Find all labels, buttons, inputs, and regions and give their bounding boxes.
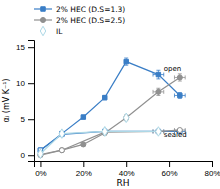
y-error-bar [178,74,182,81]
point [156,89,161,94]
point [102,127,107,136]
x-tick-mark [126,161,127,167]
x-axis: 0% 20% 40% 60% 80% [35,161,220,178]
y-error-bar [124,58,128,65]
x-tick-mark [212,161,213,167]
y-error-bar [103,95,107,99]
y-tick-label: 5 [21,115,26,124]
point [59,129,64,138]
annotations: open sealed [164,65,187,139]
legend: 2% HEC (D.S=1.3) 2% HEC (D.S=2.5) IL [34,5,125,36]
y-tick: 5 [21,115,34,124]
y-tick-label: 0 [21,151,26,160]
point [102,127,107,136]
legend-label: 2% HEC (D.S=1.3) [56,5,125,14]
legend-item: 2% HEC (D.S=2.5) [34,16,125,25]
x-tick: 60% [162,161,178,178]
y-tick-mark [28,119,34,120]
series [38,127,161,159]
x-tick-mark [40,161,41,167]
x-tick-label: 60% [162,169,178,178]
point [38,149,43,158]
y-axis: 0 5 10 15 [16,41,34,162]
y-tick: 10 [16,79,34,88]
x-tick-mark [169,161,170,167]
legend-marker [40,26,45,35]
marks [38,58,185,159]
plot: 0% 20% 40% 60% 80% 0 5 10 15 open sealed [16,41,220,178]
point [59,148,64,153]
x-tick: 80% [204,161,220,178]
point [81,142,86,147]
y-axis-line [28,41,35,162]
series [102,113,129,136]
annotation: open [164,65,181,73]
y-tick-mark [28,47,34,48]
y-tick-label: 15 [16,43,25,52]
legend-marker [41,7,45,11]
x-axis-title: RH [116,178,129,188]
y-tick-mark [28,83,34,84]
x-error-bar [153,73,164,77]
x-tick: 40% [119,161,135,178]
x-tick-label: 40% [119,169,135,178]
legend-label: 2% HEC (D.S=2.5) [56,16,125,25]
x-error-bar [174,75,185,79]
series [38,74,185,157]
y-error-bar [178,93,182,99]
x-tick-mark [83,161,84,167]
y-error-bar [156,88,160,95]
x-tick-label: 80% [204,169,220,178]
y-error-bar [156,70,160,79]
series-line [40,131,158,153]
point [156,72,160,76]
point [59,148,64,153]
point [124,59,128,63]
x-error-bar [174,93,185,97]
y-error-bar [81,115,85,119]
legend-label: IL [56,27,63,36]
point [177,75,182,80]
x-axis-line [35,162,213,168]
y-tick: 0 [21,151,34,160]
x-tick-label: 20% [76,169,92,178]
x-tick: 0% [35,161,47,178]
y-tick-label: 10 [16,79,25,88]
y-axis-title: αᵢ (mV K⁻¹) [2,79,11,123]
chart: 0% 20% 40% 60% 80% 0 5 10 15 open sealed RH αᵢ (mV K… [0,0,220,189]
point [103,95,107,99]
annotation: sealed [164,131,187,139]
x-tick-label: 0% [35,169,47,178]
point [178,93,182,97]
series-line [40,62,179,151]
point [156,127,161,136]
y-tick-mark [28,155,34,156]
x-error-bar [153,90,164,94]
y-tick: 15 [16,43,34,52]
point [81,115,85,119]
point [123,113,128,122]
legend-item: IL [40,26,63,35]
x-tick: 20% [76,161,92,178]
legend-marker [40,17,45,22]
legend-item: 2% HEC (D.S=1.3) [34,5,125,14]
series-line [40,77,179,154]
